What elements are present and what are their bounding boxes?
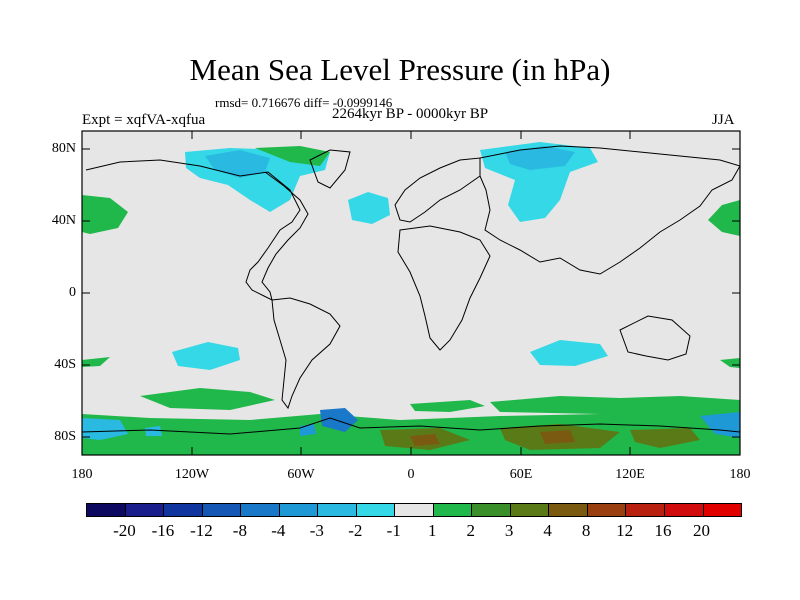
anomaly-arctic-na-green bbox=[255, 146, 330, 166]
anomaly-north-pacific-east bbox=[708, 200, 740, 236]
period-text: 2264kyr BP - 0000kyr BP bbox=[331, 106, 489, 122]
lon-label-0: 0 bbox=[407, 467, 415, 482]
colorbar bbox=[86, 503, 742, 517]
colorbar-label: 16 bbox=[654, 521, 672, 540]
colorbar-label: 2 bbox=[466, 521, 475, 540]
coast-africa bbox=[397, 225, 491, 351]
colorbar-swatch bbox=[472, 504, 511, 516]
experiment-text: Expt = xqfVA-xqfua bbox=[82, 112, 206, 128]
coast-asia bbox=[479, 145, 740, 275]
anomaly-eurasia-core bbox=[505, 146, 575, 170]
colorbar-label: -4 bbox=[271, 521, 286, 540]
lat-label-80n: 80N bbox=[51, 141, 76, 156]
colorbar-swatch bbox=[549, 504, 588, 516]
colorbar-swatch bbox=[202, 504, 242, 516]
colorbar-label: -1 bbox=[386, 521, 401, 540]
anomaly-antarctic-dark3 bbox=[630, 428, 700, 448]
anomaly-south-pacific-band bbox=[140, 388, 275, 410]
coast-australia bbox=[619, 315, 691, 361]
lon-label-60e: 60E bbox=[509, 467, 533, 482]
anomaly-south-atlantic-band bbox=[410, 400, 485, 412]
colorbar-swatch bbox=[395, 504, 434, 516]
anomaly-north-atlantic bbox=[348, 192, 390, 224]
anomaly-antarctic-blue1 bbox=[82, 418, 128, 440]
anomaly-south-pacific bbox=[172, 342, 240, 370]
colorbar-swatch bbox=[241, 504, 280, 516]
lon-label-60w: 60W bbox=[287, 467, 315, 482]
coast-antarctica bbox=[82, 417, 740, 435]
colorbar-label: -3 bbox=[309, 521, 324, 540]
anomaly-antarctic-blue4 bbox=[145, 426, 162, 436]
colorbar-label: 12 bbox=[616, 521, 634, 540]
anomaly-south-indian-band bbox=[490, 396, 740, 414]
anomaly-fields bbox=[82, 142, 740, 455]
coast-greenland bbox=[309, 149, 351, 189]
colorbar-swatch bbox=[164, 504, 203, 516]
lat-label-0: 0 bbox=[69, 285, 76, 300]
colorbar-label: -20 bbox=[113, 521, 136, 540]
colorbar-swatch bbox=[626, 504, 665, 516]
anomaly-antarctic-blue2 bbox=[320, 408, 358, 432]
season-text: JJA bbox=[712, 112, 735, 128]
colorbar-label: -2 bbox=[348, 521, 363, 540]
plot-title: Mean Sea Level Pressure (in hPa) bbox=[189, 52, 611, 87]
colorbar-swatch bbox=[125, 504, 165, 516]
anomaly-antarctic-brown1 bbox=[410, 434, 440, 446]
coast-south-america bbox=[271, 297, 341, 410]
anomaly-south-indian bbox=[530, 340, 608, 366]
colorbar-swatch bbox=[664, 504, 704, 516]
lat-label-80s: 80S bbox=[54, 429, 76, 444]
colorbar-label: -16 bbox=[151, 521, 175, 540]
colorbar-swatch bbox=[510, 504, 550, 516]
lat-label-40s: 40S bbox=[54, 357, 76, 372]
coast-north-america bbox=[85, 159, 309, 301]
lon-label-180w: 180 bbox=[71, 467, 93, 482]
tick-marks bbox=[81, 131, 741, 455]
coastlines bbox=[82, 145, 740, 435]
colorbar-label: 3 bbox=[504, 521, 514, 540]
colorbar-swatch bbox=[356, 504, 396, 516]
lon-label-120e: 120E bbox=[615, 467, 645, 482]
colorbar-label: 8 bbox=[581, 521, 591, 540]
anomaly-antarctic-brown2 bbox=[540, 430, 575, 444]
colorbar-label: -8 bbox=[232, 521, 247, 540]
colorbar-swatch bbox=[279, 504, 319, 516]
colorbar-label: 1 bbox=[427, 521, 437, 540]
lat-label-40n: 40N bbox=[51, 213, 76, 228]
stats-text: rmsd= 0.716676 diff= -0.0999146 bbox=[215, 95, 393, 110]
colorbar-label: -12 bbox=[190, 521, 213, 540]
colorbar-swatch bbox=[87, 504, 126, 516]
colorbar-swatch bbox=[587, 504, 627, 516]
anomaly-north-pacific-west bbox=[82, 195, 128, 234]
lon-label-120w: 120W bbox=[174, 467, 210, 482]
colorbar-swatch bbox=[703, 504, 742, 516]
colorbar-swatch bbox=[433, 504, 473, 516]
colorbar-label: 20 bbox=[693, 521, 711, 540]
colorbar-label: 4 bbox=[543, 521, 552, 540]
colorbar-swatch bbox=[318, 504, 357, 516]
lon-label-180e: 180 bbox=[729, 467, 751, 482]
